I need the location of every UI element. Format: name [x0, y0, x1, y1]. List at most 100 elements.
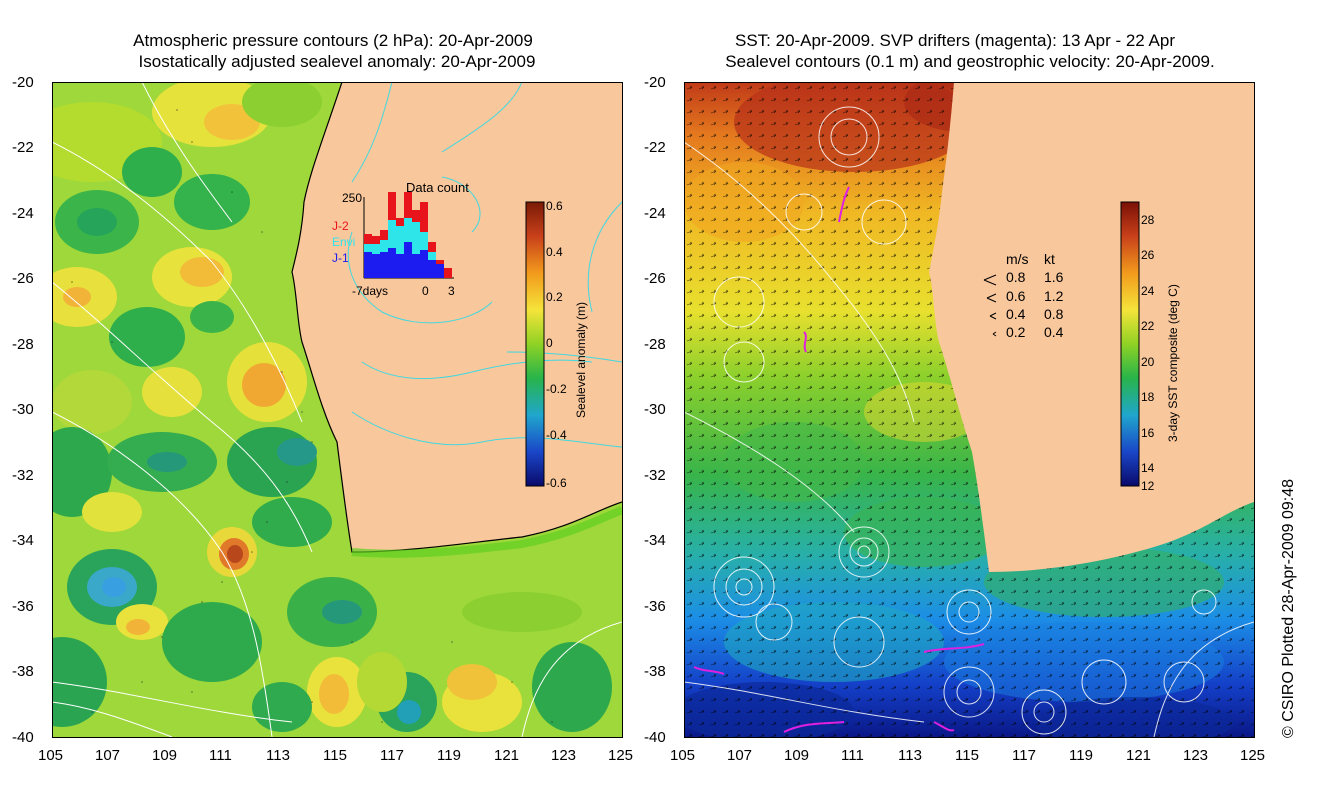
left-xtick: 111 [209, 747, 232, 764]
data-count-inset: Data count 250 J-2 Envi J-1 -7days 0 [332, 180, 469, 298]
left-xtick: 105 [38, 747, 64, 764]
right-ytick: -24 [644, 205, 666, 222]
right-ytick: -32 [644, 467, 666, 484]
sealevel-anomaly-field [52, 82, 612, 732]
right-cb-tick-4: 20 [1141, 355, 1155, 369]
left-cb-tick-2: 0.2 [546, 290, 563, 304]
right-ytick: -22 [644, 139, 666, 156]
left-cb-tick-0: 0.6 [546, 199, 563, 213]
right-ytick: -38 [644, 663, 666, 680]
inset-xlabel-zero: 0 [422, 284, 429, 298]
right-ytick: -20 [644, 74, 666, 91]
left-ytick: -30 [12, 401, 34, 418]
left-ytick: -28 [12, 336, 34, 353]
right-ytick: -36 [644, 598, 666, 615]
right-xtick: 113 [898, 747, 922, 764]
right-ytick: -26 [644, 270, 666, 287]
right-ytick: -28 [644, 336, 666, 353]
inset-ymax: 250 [342, 191, 362, 205]
left-title-line2: Isostatically adjusted sealevel anomaly:… [138, 52, 536, 71]
right-title-line2: Sealevel contours (0.1 m) and geostrophi… [725, 52, 1215, 71]
right-ytick: -30 [644, 401, 666, 418]
vel-legend-ms-0: 0.8 [1006, 269, 1026, 285]
right-xtick: 111 [841, 747, 864, 764]
left-ytick: -34 [12, 532, 34, 549]
right-cb-tick-7: 14 [1141, 461, 1155, 475]
right-ytick: -40 [644, 729, 666, 746]
left-title-line1: Atmospheric pressure contours (2 hPa): 2… [133, 31, 533, 50]
right-title-line1: SST: 20-Apr-2009. SVP drifters (magenta)… [734, 31, 1176, 50]
right-cb-tick-0: 28 [1141, 213, 1155, 227]
pressure-contours [52, 82, 622, 737]
right-xtick: 115 [955, 747, 979, 764]
right-ytick: -34 [644, 532, 666, 549]
left-ytick: -32 [12, 467, 34, 484]
right-xtick: 125 [1240, 747, 1266, 764]
inset-title: Data count [406, 180, 469, 195]
right-cb-tick-1: 26 [1141, 248, 1155, 262]
inset-legend-j2: J-2 [332, 219, 349, 233]
left-xtick: 115 [323, 747, 347, 764]
right-colorbar-ticks: 28 26 24 22 20 18 16 14 12 [1141, 213, 1155, 493]
velocity-legend: m/s kt 0.8 1.6 0.6 1.2 0.4 0.8 0.2 0.4 [983, 251, 1064, 340]
left-xtick: 121 [494, 747, 520, 764]
right-xtick: 117 [1012, 747, 1036, 764]
right-cb-tick-5: 18 [1141, 390, 1155, 404]
left-xtick: 125 [608, 747, 634, 764]
right-map: m/s kt 0.8 1.6 0.6 1.2 0.4 0.8 0.2 0.4 2… [684, 82, 1255, 738]
vel-legend-kt-1: 1.2 [1044, 288, 1064, 304]
left-xtick: 119 [437, 747, 461, 764]
bathymetry-contours [347, 82, 622, 448]
left-ytick: -24 [12, 205, 34, 222]
coastline [291, 82, 622, 553]
inset-bars [364, 192, 452, 278]
vel-legend-ms-3: 0.2 [1006, 324, 1026, 340]
left-ytick: -40 [12, 729, 34, 746]
coastal-shelf [351, 506, 622, 558]
left-xtick: 109 [152, 747, 178, 764]
vel-legend-kt-2: 0.8 [1044, 306, 1064, 322]
right-cb-tick-8: 12 [1141, 479, 1155, 493]
right-cb-tick-6: 16 [1141, 426, 1155, 440]
right-xtick: 121 [1126, 747, 1152, 764]
left-colorbar [525, 201, 545, 487]
right-xtick: 107 [727, 747, 753, 764]
left-cb-tick-3: 0 [546, 336, 553, 350]
right-colorbar [1120, 201, 1140, 487]
australia-land-right [929, 82, 1254, 572]
right-colorbar-label: 3-day SST composite (deg C) [1166, 284, 1180, 442]
right-cb-tick-2: 24 [1141, 284, 1155, 298]
left-cb-tick-4: -0.2 [546, 382, 567, 396]
right-xtick: 109 [784, 747, 810, 764]
sealevel-contours [684, 106, 1254, 737]
left-cb-tick-5: -0.4 [546, 428, 567, 442]
left-ytick: -22 [12, 139, 34, 156]
pressure-dots [71, 109, 553, 723]
left-ytick: -36 [12, 598, 34, 615]
right-xtick: 119 [1069, 747, 1093, 764]
inset-xlabel-start: -7days [352, 284, 388, 298]
left-cb-tick-6: -0.6 [546, 476, 567, 490]
left-map: Data count 250 J-2 Envi J-1 -7days 0 [52, 82, 623, 738]
left-colorbar-label: Sealevel anomaly (m) [574, 302, 588, 418]
right-xtick: 123 [1183, 747, 1209, 764]
left-ytick: -38 [12, 663, 34, 680]
right-cb-tick-3: 22 [1141, 319, 1155, 333]
left-xtick: 123 [551, 747, 577, 764]
inset-legend-envi: Envi [332, 235, 355, 249]
vel-legend-ms-1: 0.6 [1006, 288, 1026, 304]
left-xtick: 117 [380, 747, 404, 764]
right-xtick: 105 [670, 747, 696, 764]
vel-legend-kt-3: 0.4 [1044, 324, 1064, 340]
left-ytick: -20 [12, 74, 34, 91]
vel-legend-header-ms: m/s [1006, 251, 1029, 267]
vel-legend-ms-2: 0.4 [1006, 306, 1026, 322]
vel-legend-kt-0: 1.6 [1044, 269, 1064, 285]
inset-legend-j1: J-1 [332, 251, 349, 265]
csiro-credit: © CSIRO Plotted 28-Apr-2009 09:48 [1280, 478, 1297, 738]
left-cb-tick-1: 0.4 [546, 245, 563, 259]
left-xtick: 107 [95, 747, 121, 764]
vel-legend-header-kt: kt [1044, 251, 1055, 267]
left-xtick: 113 [266, 747, 290, 764]
left-ytick: -26 [12, 270, 34, 287]
